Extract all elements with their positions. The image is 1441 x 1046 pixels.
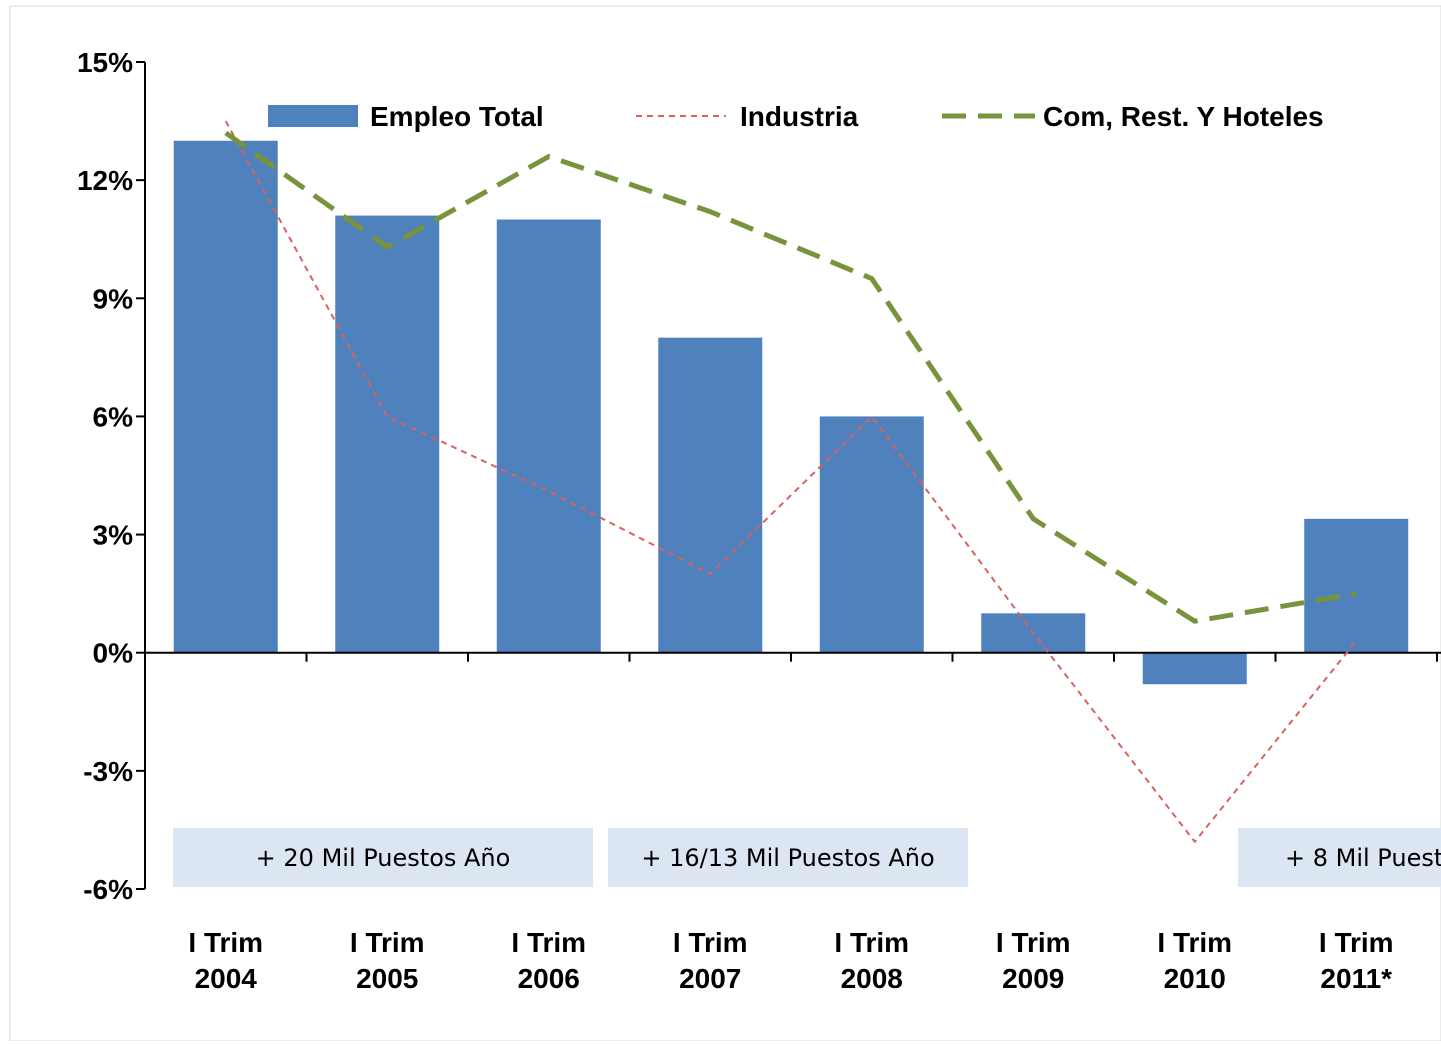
x-tick-label-line: 2010 (1164, 963, 1226, 994)
x-tick-label: I Trim 2005 (350, 927, 425, 994)
annotation-label: + 8 Mil Puestos Año (1285, 844, 1441, 872)
axes: 15% 12% 9% 6% 3% 0% -3% -6% I Trim 2004 I Trim 2005… (77, 47, 1441, 994)
x-tick-label-line: I Trim (1157, 927, 1232, 958)
x-tick-label-line: I Trim (834, 927, 909, 958)
bar (335, 215, 440, 653)
legend: Empleo Total Industria Com, Rest. Y Hotele… (268, 101, 1324, 132)
y-tick-label: -3% (83, 756, 133, 787)
series-lines (224, 120, 1358, 843)
bars (173, 140, 1409, 685)
x-tick-label-line: 2008 (841, 963, 903, 994)
x-tick-label-line: 2007 (679, 963, 741, 994)
annotation-box (173, 828, 593, 887)
x-tick-label: I Trim 2009 (996, 927, 1071, 994)
x-tick-label-line: I Trim (996, 927, 1071, 958)
x-tick-label-line: 2009 (1002, 963, 1064, 994)
y-tick-label: -6% (83, 874, 133, 905)
x-tick-label: I Trim 2011* (1319, 927, 1394, 994)
com-rest-hoteles-line (224, 130, 1357, 624)
industria-line (224, 120, 1358, 843)
bar (1304, 518, 1409, 653)
annotation-box (1238, 828, 1441, 887)
legend-swatch-empleo-total (268, 105, 358, 127)
annotation-box (608, 828, 968, 887)
annotation-label: + 16/13 Mil Puestos Año (641, 844, 934, 872)
x-tick-label: I Trim 2004 (188, 927, 263, 994)
y-tick-label: 6% (93, 401, 134, 432)
x-tick-label-line: 2004 (195, 963, 258, 994)
bar (173, 140, 278, 653)
x-tick-label-line: I Trim (1319, 927, 1394, 958)
bar (658, 337, 763, 653)
x-tick-label: I Trim 2007 (673, 927, 748, 994)
annotations: + 20 Mil Puestos Año + 16/13 Mil Puestos … (173, 828, 1441, 887)
legend-label: Industria (740, 101, 859, 132)
x-tick-label-line: 2006 (518, 963, 580, 994)
x-tick-label-line: 2005 (356, 963, 418, 994)
y-tick-label: 3% (93, 520, 134, 551)
bar (496, 219, 601, 653)
annotation-label: + 20 Mil Puestos Año (256, 844, 511, 872)
x-tick-label-line: 2011* (1320, 963, 1392, 994)
bar (1142, 652, 1247, 685)
y-tick-label: 12% (77, 165, 133, 196)
y-tick-label: 15% (77, 47, 133, 78)
x-tick-label-line: I Trim (511, 927, 586, 958)
bar (819, 416, 924, 653)
y-tick-label: 0% (93, 638, 134, 669)
x-tick-label: I Trim 2008 (834, 927, 909, 994)
x-tick-label: I Trim 2006 (511, 927, 586, 994)
legend-label: Empleo Total (370, 101, 544, 132)
x-tick-label-line: I Trim (673, 927, 748, 958)
x-tick-label-line: I Trim (350, 927, 425, 958)
x-tick-label-line: I Trim (188, 927, 263, 958)
y-tick-label: 9% (93, 283, 134, 314)
x-tick-label: I Trim 2010 (1157, 927, 1232, 994)
legend-label: Com, Rest. Y Hoteles (1043, 101, 1324, 132)
